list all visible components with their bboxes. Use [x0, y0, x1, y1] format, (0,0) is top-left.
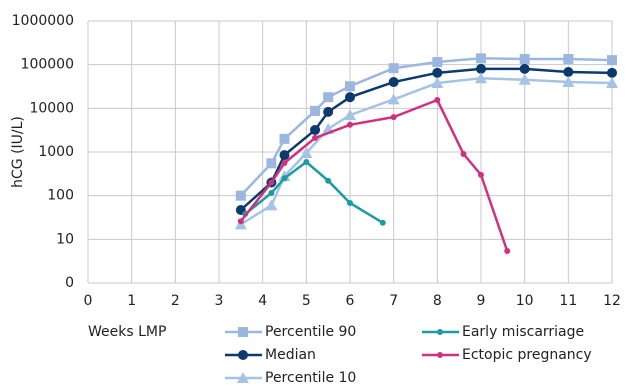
x-tick-label: 11: [559, 293, 577, 309]
marker: [266, 158, 277, 169]
x-tick-label: 0: [84, 293, 93, 309]
y-tick-label: 0: [65, 275, 74, 291]
marker: [476, 53, 486, 64]
marker: [432, 67, 443, 78]
marker: [237, 218, 244, 225]
marker: [347, 121, 353, 128]
series-line: [239, 67, 613, 211]
marker: [563, 66, 574, 77]
x-tick-label: 2: [171, 293, 180, 309]
marker: [519, 53, 530, 64]
y-tick-label: 10000: [29, 100, 74, 116]
marker: [504, 248, 511, 255]
marker: [562, 76, 575, 88]
x-tick-label: 6: [346, 293, 355, 309]
marker: [563, 53, 574, 64]
y-tick-label: 100: [47, 188, 74, 204]
marker: [300, 146, 313, 158]
marker: [279, 150, 290, 161]
legend-label: Percentile 90: [265, 324, 356, 340]
legend-label: Median: [265, 347, 316, 363]
series-line: [239, 98, 509, 252]
marker: [268, 190, 275, 197]
y-axis-label: hCG (IU/L): [10, 116, 26, 188]
marker: [265, 199, 278, 211]
x-tick-label: 9: [477, 293, 486, 309]
x-tick-label: 4: [258, 293, 267, 309]
marker: [388, 77, 399, 88]
marker: [310, 105, 321, 116]
marker: [235, 190, 246, 201]
x-tick-label: 7: [389, 293, 398, 309]
marker: [388, 63, 399, 74]
marker: [606, 77, 618, 89]
x-axis-label: Weeks LMP: [88, 324, 166, 340]
marker: [475, 72, 487, 84]
marker: [460, 150, 467, 157]
marker: [323, 92, 334, 103]
marker: [519, 63, 530, 74]
series-line: [239, 57, 613, 197]
x-tick-label: 12: [603, 293, 621, 309]
x-tick-label: 3: [215, 293, 224, 309]
marker: [434, 97, 441, 104]
marker: [607, 55, 617, 66]
series-line: [244, 160, 384, 224]
marker: [476, 63, 486, 74]
marker: [478, 171, 484, 178]
x-tick-label: 1: [127, 293, 136, 309]
legend-marker: [437, 352, 443, 358]
legend-label: Percentile 10: [265, 370, 356, 386]
legend-marker: [237, 372, 249, 383]
marker: [518, 73, 531, 85]
marker: [325, 177, 332, 184]
x-tick-label: 5: [302, 293, 311, 309]
marker: [345, 92, 355, 103]
y-tick-label: 1000: [38, 144, 74, 160]
marker: [607, 67, 617, 78]
legend-label: Ectopic pregnancy: [462, 347, 592, 363]
marker: [312, 134, 319, 141]
marker: [387, 93, 400, 105]
marker: [268, 179, 275, 186]
marker: [345, 81, 355, 92]
marker: [390, 114, 397, 121]
legend-marker: [437, 329, 443, 335]
x-tick-label: 8: [433, 293, 442, 309]
legend-label: Early miscarriage: [462, 324, 584, 340]
marker: [303, 159, 310, 166]
marker: [281, 175, 288, 182]
x-tick-label: 10: [516, 293, 534, 309]
marker: [431, 77, 444, 89]
marker: [279, 133, 290, 144]
marker: [432, 57, 443, 68]
y-tick-label: 1000000: [12, 13, 74, 29]
legend-marker: [238, 350, 248, 360]
series-line: [240, 76, 613, 226]
marker: [310, 124, 321, 135]
y-tick-label: 10: [56, 231, 74, 247]
marker: [323, 106, 334, 117]
y-tick-label: 100000: [21, 57, 74, 73]
marker: [379, 219, 386, 226]
marker: [347, 199, 353, 206]
marker: [281, 159, 288, 166]
marker: [344, 109, 356, 121]
legend-marker: [238, 327, 248, 337]
